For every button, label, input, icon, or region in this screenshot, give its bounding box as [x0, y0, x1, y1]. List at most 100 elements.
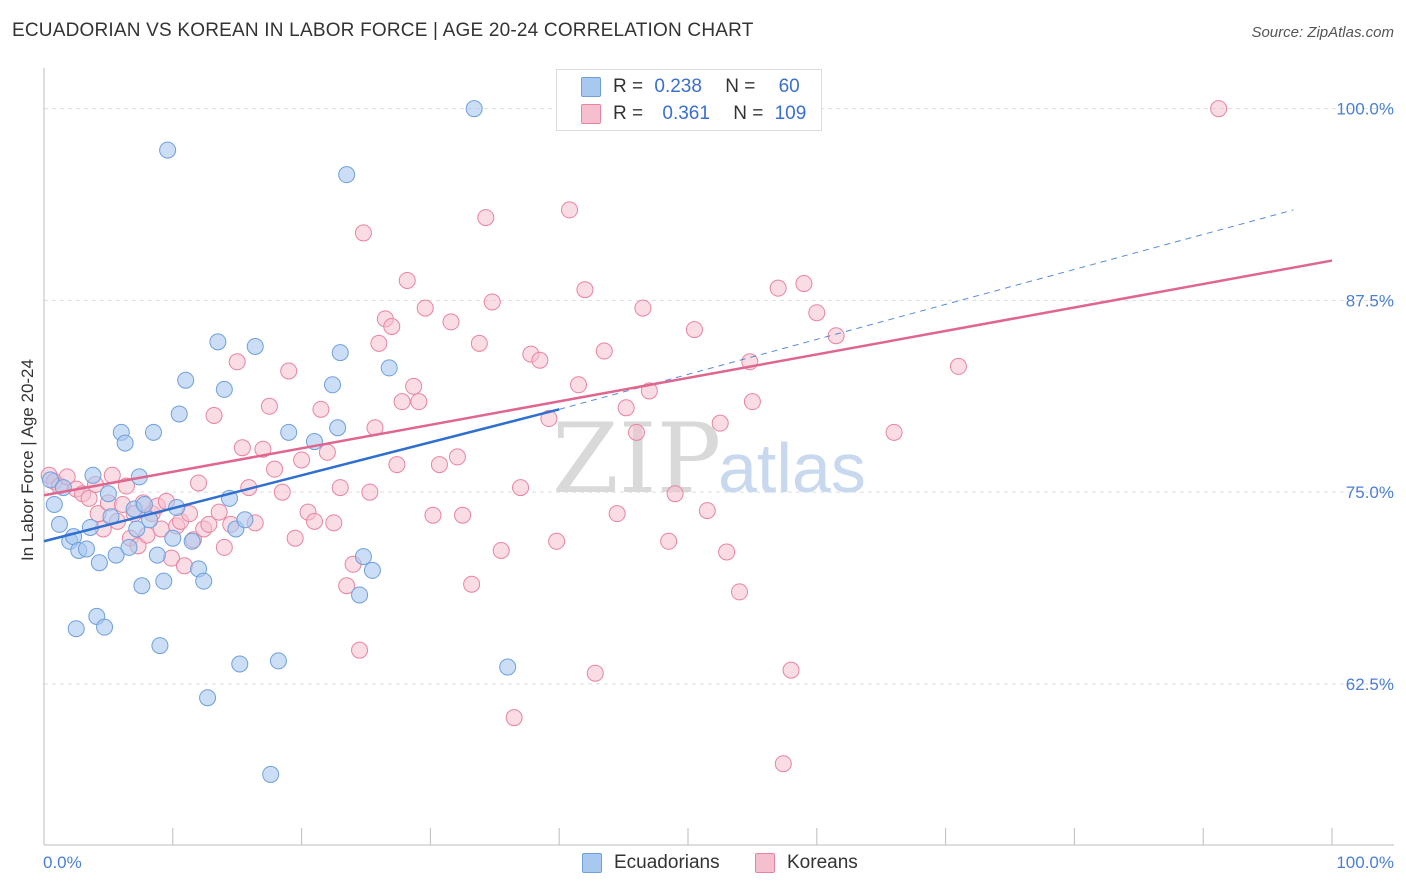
ecuadorian-point	[155, 572, 173, 590]
korean-point	[254, 440, 272, 458]
legend-swatch-koreans	[755, 853, 775, 873]
korean-point	[215, 538, 233, 556]
ecuadorian-point	[246, 337, 264, 355]
ecuadorian-point	[269, 652, 287, 670]
ecuadorian-point	[96, 618, 114, 636]
correlation-legend: R = 0.238 N = 60 R = 0.361 N = 109	[556, 69, 822, 131]
korean-point	[769, 279, 787, 297]
ecuadorian-point	[120, 538, 138, 556]
korean-point	[266, 460, 284, 478]
korean-point	[200, 515, 218, 533]
korean-point	[286, 529, 304, 547]
korean-point	[190, 474, 208, 492]
ecuadorian-point	[354, 548, 372, 566]
legend-r-label: R =	[613, 103, 644, 124]
korean-point	[718, 543, 736, 561]
ecuadorian-point	[465, 100, 483, 118]
korean-point	[666, 485, 684, 503]
ecuadorian-point	[50, 515, 68, 533]
korean-point	[885, 423, 903, 441]
y-tick-label: 62.5%	[1346, 675, 1394, 694]
legend-swatch-ecuadorians	[582, 853, 602, 873]
korean-point	[424, 506, 442, 524]
korean-point	[586, 664, 604, 682]
ecuadorian-point	[280, 423, 298, 441]
ecuadorian-point	[177, 371, 195, 389]
ecuadorian-point	[209, 333, 227, 351]
korean-point	[548, 532, 566, 550]
ecuadorian-points	[41, 100, 517, 783]
legend-item-ecuadorians: Ecuadorians	[582, 852, 720, 874]
ecuadorian-point	[324, 376, 342, 394]
ecuadorian-point	[331, 344, 349, 362]
ecuadorian-point	[499, 658, 517, 676]
korean-point	[338, 577, 356, 595]
legend-n-value-2: 109	[774, 103, 807, 124]
korean-point	[233, 439, 251, 457]
korean-point	[731, 583, 749, 601]
watermark-zip: ZIP	[552, 403, 721, 515]
korean-point	[492, 541, 510, 559]
ecuadorian-point	[107, 546, 125, 564]
korean-point	[634, 299, 652, 317]
ecuadorian-point	[170, 405, 188, 423]
x-tick-label-min: 0.0%	[43, 853, 82, 872]
korean-point	[463, 575, 481, 593]
ecuadorian-point	[380, 359, 398, 377]
ecuadorian-point	[128, 520, 146, 538]
korean-point	[405, 377, 423, 395]
ecuadorian-point	[199, 689, 217, 707]
korean-point	[595, 342, 613, 360]
legend-n-label: N =	[733, 103, 764, 124]
ecuadorian-point	[135, 495, 153, 513]
korean-point	[318, 443, 336, 461]
korean-point	[361, 483, 379, 501]
korean-point	[949, 357, 967, 375]
korean-point	[561, 201, 579, 219]
korean-point	[448, 448, 466, 466]
chart-title: ECUADORIAN VS KOREAN IN LABOR FORCE | AG…	[12, 20, 754, 41]
ecuadorian-point	[236, 511, 254, 529]
axes-layer	[43, 68, 1394, 846]
legend-r-value-1: 0.238	[654, 76, 702, 97]
korean-point	[280, 362, 298, 380]
series-legend: Ecuadorians Koreans	[0, 852, 1406, 878]
x-tick-label-max: 100.0%	[1336, 853, 1394, 872]
ecuadorian-point	[159, 141, 177, 159]
korean-point	[430, 456, 448, 474]
korean-point	[540, 410, 558, 428]
ecuadorian-trend-extension	[559, 209, 1294, 410]
legend-label-ecuadorians: Ecuadorians	[614, 852, 720, 873]
y-tick-label: 100.0%	[1336, 100, 1394, 119]
korean-point	[1210, 100, 1228, 118]
ecuadorian-trend-line	[43, 408, 560, 543]
ecuadorian-point	[195, 572, 213, 590]
korean-point	[808, 304, 826, 322]
ecuadorian-point	[351, 586, 369, 604]
korean-point	[175, 557, 193, 575]
korean-point	[743, 393, 761, 411]
source-label: Source: ZipAtlas.com	[1251, 24, 1394, 41]
korean-point	[531, 351, 549, 369]
korean-point	[293, 451, 311, 469]
korean-point	[685, 321, 703, 339]
korean-point	[617, 399, 635, 417]
korean-point	[305, 512, 323, 530]
tick-labels: 62.5% 75.0% 87.5% 100.0% 0.0% 100.0%	[43, 100, 1394, 872]
y-tick-label: 75.0%	[1346, 483, 1394, 502]
korean-point	[273, 483, 291, 501]
korean-point	[774, 755, 792, 773]
korean-point	[228, 353, 246, 371]
korean-point	[325, 514, 343, 532]
ecuadorian-point	[329, 419, 347, 437]
korean-point	[312, 400, 330, 418]
legend-swatch-blue	[581, 77, 601, 97]
korean-point	[351, 641, 369, 659]
korean-point	[210, 503, 228, 521]
ecuadorian-point	[45, 495, 63, 513]
korean-point	[205, 406, 223, 424]
korean-point	[698, 502, 716, 520]
ecuadorian-point	[67, 620, 85, 638]
korean-point	[383, 318, 401, 336]
ecuadorian-point	[116, 434, 134, 452]
